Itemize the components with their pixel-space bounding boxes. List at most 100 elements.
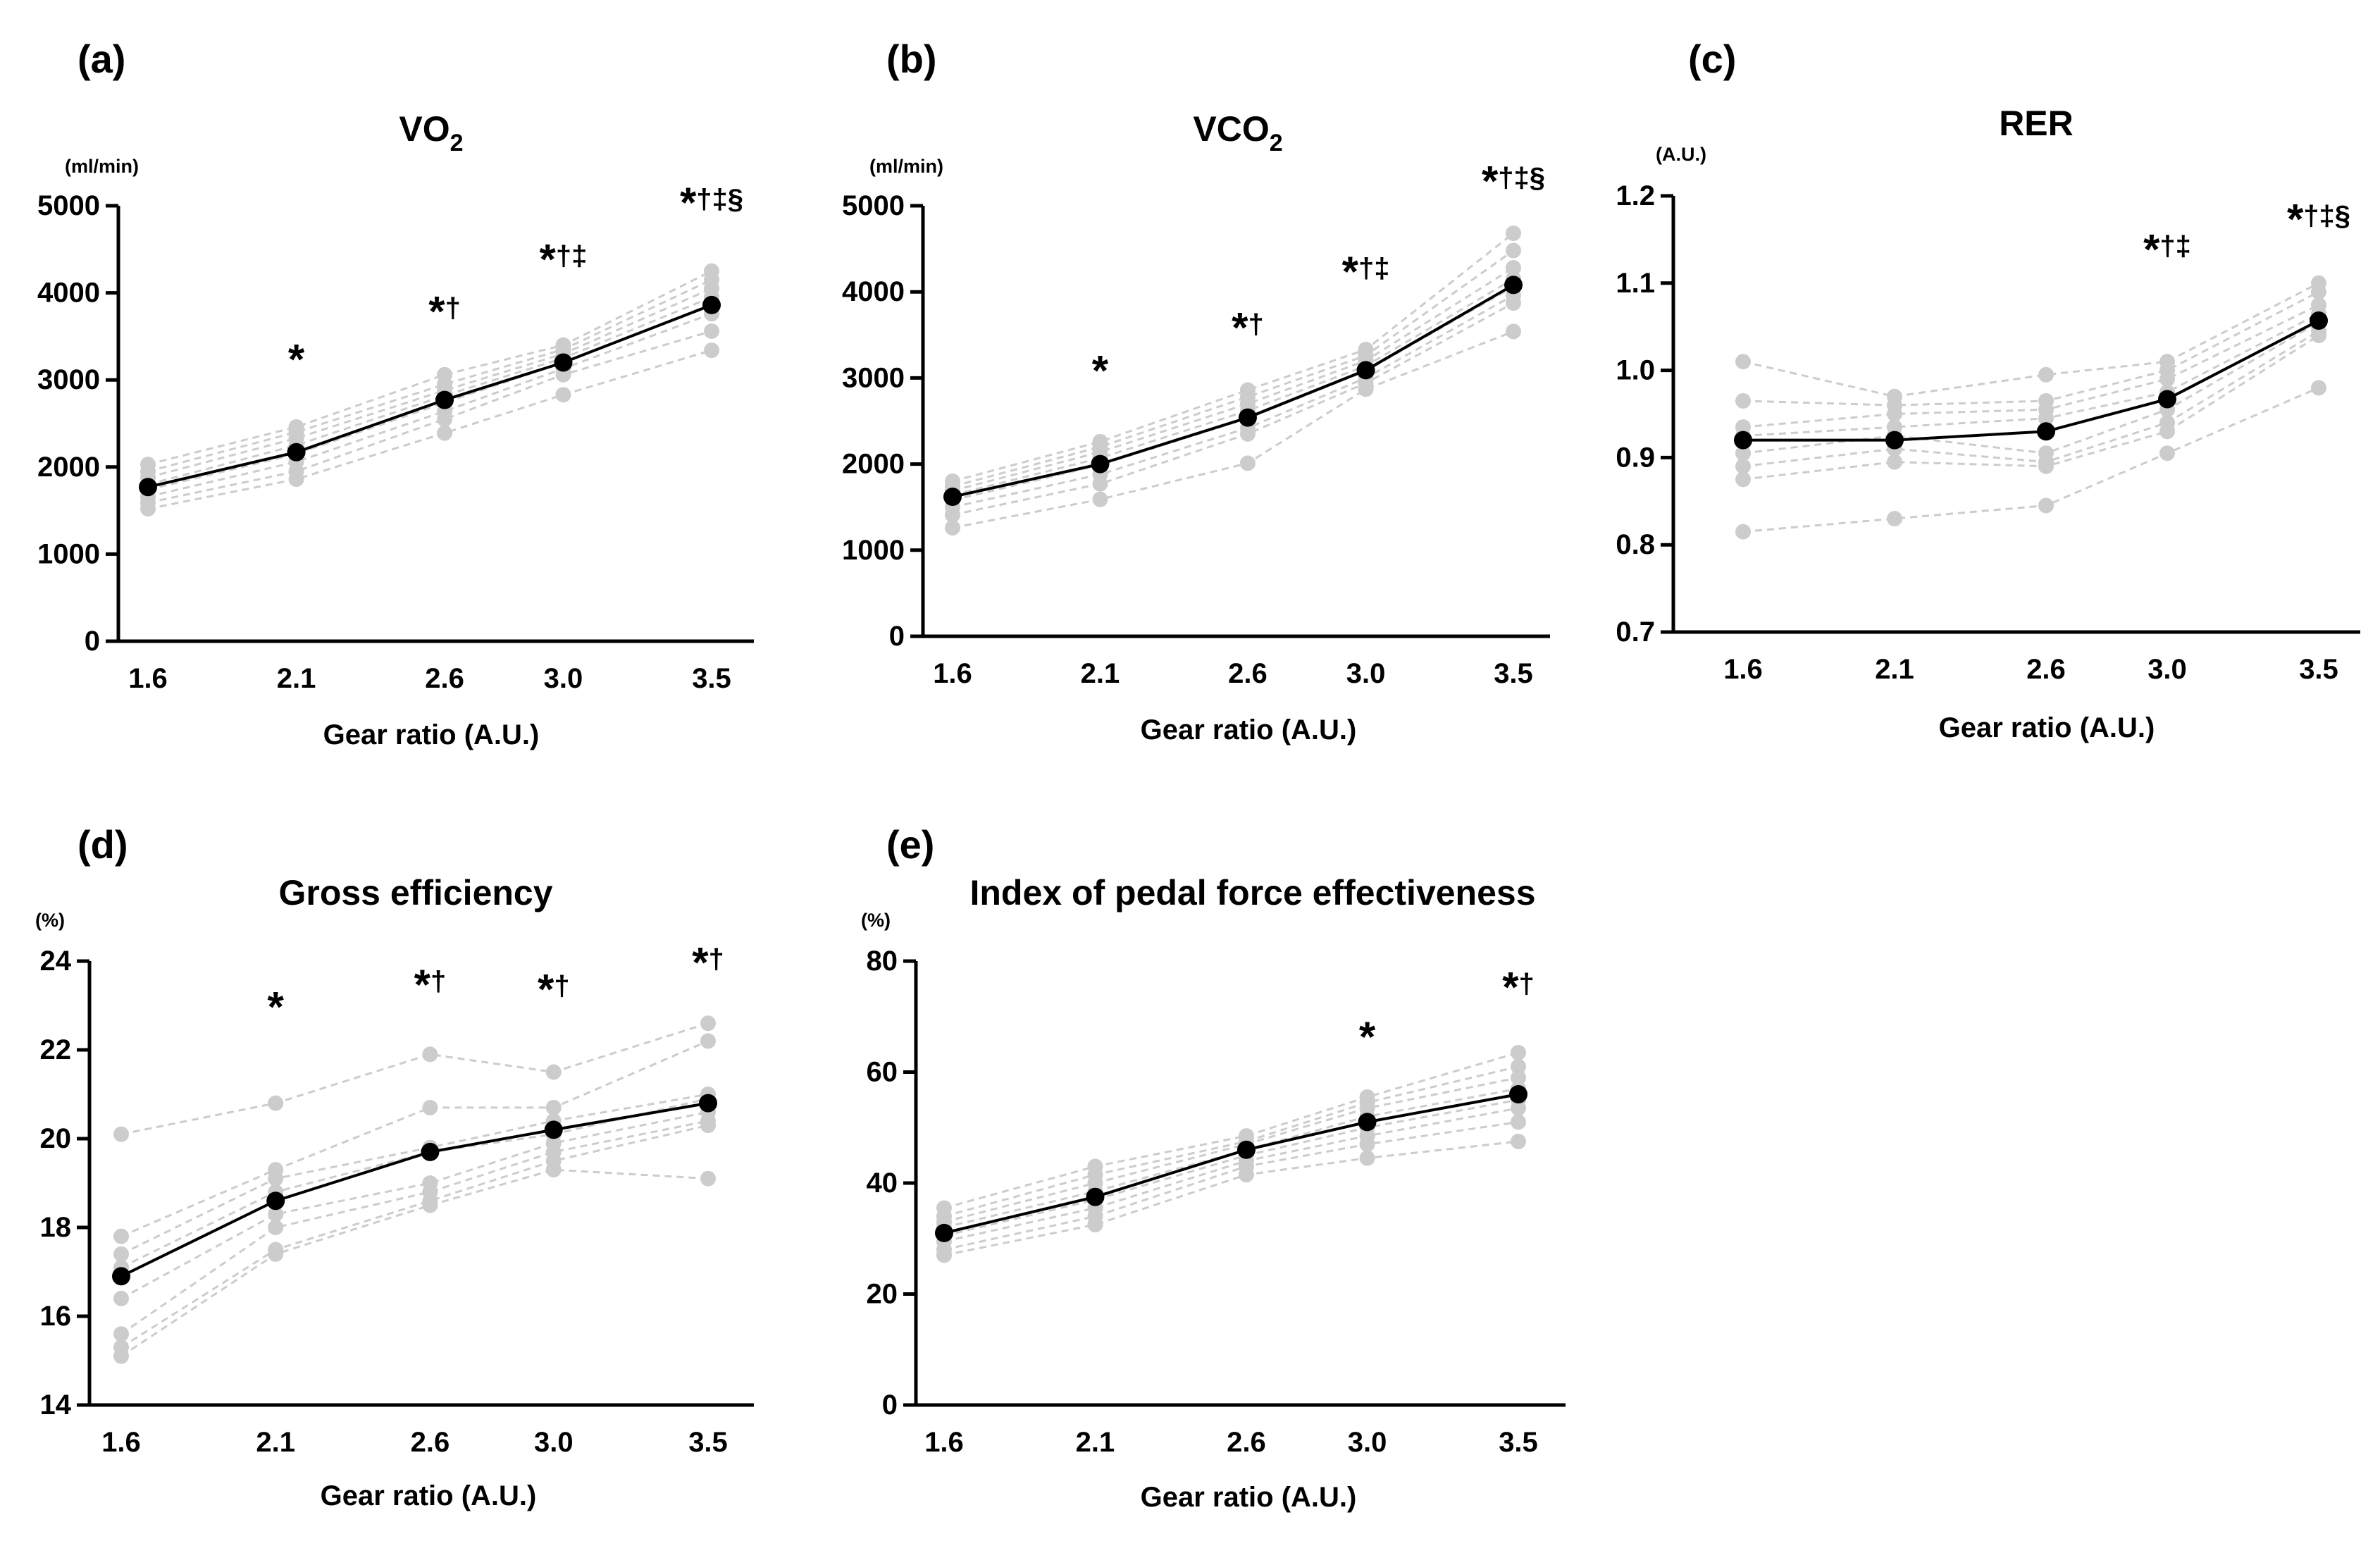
significance-label: *†: [1502, 963, 1535, 1010]
chart-panel-3: (c) RER (A.U.) 0.7 0.8 0.9 1.0 1.1 1.2 1.6 2.1 2.6 3…: [1616, 37, 2360, 743]
individual-point: [437, 411, 453, 427]
individual-point: [1511, 1058, 1526, 1075]
y-unit-label: (%): [35, 910, 65, 931]
y-tick-label: 14: [40, 1390, 72, 1421]
individual-point: [2038, 497, 2054, 514]
individual-point: [1506, 323, 1521, 340]
significance-star: *: [538, 965, 554, 1013]
individual-point: [113, 1246, 129, 1262]
individual-line-7: [147, 330, 712, 504]
significance-label: *: [268, 984, 285, 1031]
significance-label: *†‡: [2143, 226, 2191, 273]
mean-point: [1358, 1113, 1377, 1132]
individual-line-1: [147, 270, 712, 466]
significance-label: *†‡§: [1482, 158, 1545, 205]
y-tick-label: 4000: [842, 276, 905, 307]
individual-point: [2311, 284, 2326, 300]
individual-point: [1238, 1167, 1254, 1183]
x-tick-label: 2.1: [1076, 1427, 1115, 1458]
significance-label: *†‡: [1342, 248, 1390, 295]
y-tick-label: 2000: [842, 449, 905, 480]
individual-point: [1506, 259, 1521, 276]
mean-point: [943, 488, 962, 507]
y-tick-label: 1000: [37, 538, 100, 569]
significance-star: *: [1092, 347, 1109, 394]
individual-line-1: [952, 232, 1514, 483]
individual-point: [1358, 381, 1374, 397]
individual-point: [1887, 511, 1902, 527]
panel-label: (b): [886, 37, 937, 81]
mean-point: [1238, 408, 1257, 427]
mean-point: [1237, 1140, 1256, 1159]
significance-label: *†: [414, 961, 447, 1008]
significance-daggers: †: [445, 293, 461, 324]
individual-point: [1359, 1150, 1375, 1166]
x-tick-label: 2.6: [425, 663, 464, 694]
individual-point: [2311, 380, 2326, 396]
individual-point: [2038, 458, 2054, 474]
individual-point: [945, 507, 960, 523]
y-tick-label: 18: [40, 1212, 72, 1243]
mean-point: [1734, 431, 1752, 450]
y-tick-label: 3000: [37, 364, 100, 395]
individual-point: [422, 1099, 438, 1115]
x-tick-label: 1.6: [933, 658, 972, 689]
y-tick-label: 20: [867, 1279, 898, 1310]
significance-daggers: †‡§: [1498, 163, 1545, 194]
panel-label: (c): [1688, 37, 1736, 81]
mean-point: [266, 1192, 285, 1211]
y-tick-label: 0.8: [1616, 529, 1655, 560]
x-tick-label: 1.6: [1723, 654, 1763, 685]
individual-point: [1511, 1133, 1526, 1149]
x-tick-label: 3.5: [1494, 658, 1533, 689]
significance-label: *†‡§: [680, 179, 743, 226]
y-tick-label: 3000: [842, 362, 905, 393]
significance-star: *: [540, 236, 557, 283]
significance-daggers: †: [709, 944, 724, 975]
x-tick-label: 1.6: [924, 1427, 964, 1458]
individual-point: [268, 1220, 284, 1235]
mean-point: [435, 390, 454, 409]
mean-point: [1885, 431, 1904, 450]
individual-line-7: [952, 302, 1514, 516]
x-tick-label: 2.6: [1227, 1427, 1266, 1458]
mean-point: [421, 1142, 440, 1161]
y-tick-label: 20: [40, 1123, 72, 1154]
x-tick-label: 2.6: [411, 1427, 450, 1458]
individual-line-7: [120, 1124, 709, 1349]
individual-point: [1239, 455, 1256, 471]
significance-label: *†: [428, 288, 461, 335]
significance-daggers: †: [1519, 968, 1535, 999]
y-tick-label: 4000: [37, 278, 100, 309]
individual-point: [945, 520, 960, 536]
chart-title: VCO2: [1193, 109, 1282, 156]
x-tick-label: 2.1: [1875, 654, 1914, 685]
individual-point: [1511, 1100, 1526, 1116]
x-tick-label: 3.5: [692, 663, 731, 694]
individual-point: [268, 1170, 284, 1187]
individual-line-2: [120, 1040, 709, 1237]
significance-star: *: [1482, 158, 1499, 205]
y-tick-label: 80: [867, 946, 898, 977]
significance-star: *: [2143, 226, 2160, 273]
significance-label: *†‡: [540, 236, 588, 283]
individual-point: [1511, 1044, 1526, 1060]
significance-daggers: †‡: [556, 241, 588, 272]
individual-line-2: [952, 249, 1514, 488]
chart-panel-4: (d) Gross efficiency (%) 14 16 18 20 22 24 1.6 2.1…: [35, 822, 754, 1511]
x-axis-label: Gear ratio (A.U.): [321, 1480, 537, 1511]
x-tick-label: 1.6: [128, 663, 168, 694]
x-tick-label: 2.1: [256, 1427, 295, 1458]
individual-point: [288, 471, 304, 488]
y-unit-label: (A.U.): [1656, 144, 1706, 165]
individual-point: [704, 323, 719, 339]
individual-point: [2159, 371, 2175, 387]
y-unit-label: (%): [861, 910, 891, 931]
x-axis-label: Gear ratio (A.U.): [1141, 1482, 1357, 1513]
y-tick-label: 0: [889, 621, 905, 652]
individual-point: [545, 1064, 562, 1080]
individual-point: [545, 1162, 562, 1178]
individual-point: [113, 1326, 129, 1342]
x-tick-label: 3.5: [1499, 1427, 1538, 1458]
panel-label: (a): [78, 37, 125, 81]
